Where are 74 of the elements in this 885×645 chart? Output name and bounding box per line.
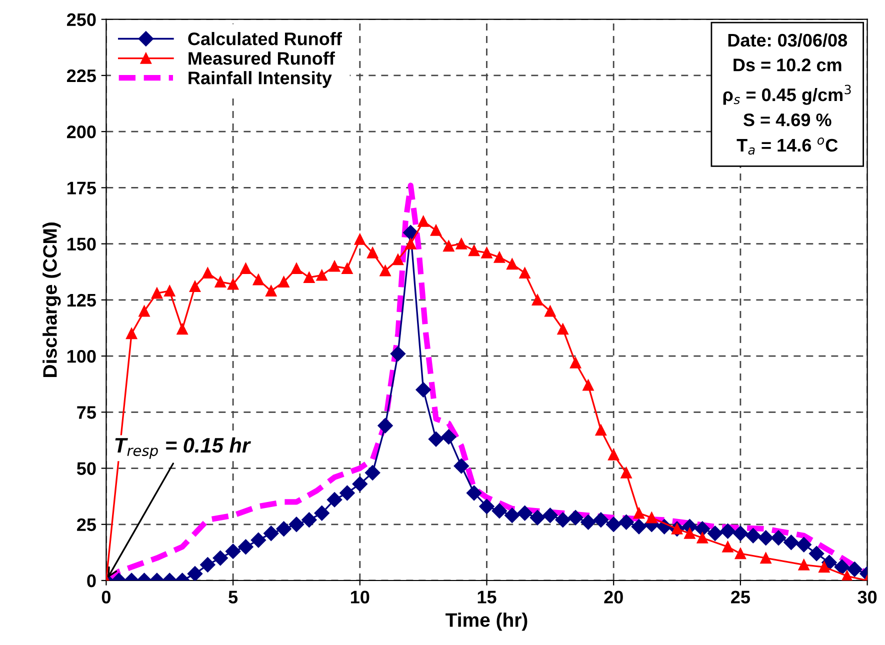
point: [367, 247, 378, 258]
x-tick-label: 0: [102, 590, 110, 604]
point: [582, 380, 594, 391]
x-axis-title: Time (hr): [446, 612, 528, 631]
point: [176, 324, 188, 335]
point: [151, 288, 162, 299]
point: [608, 449, 620, 460]
y-tick-label: 100: [67, 350, 96, 363]
y-tick-label: 150: [67, 238, 96, 251]
y-tick-label: 25: [77, 518, 96, 532]
point: [734, 548, 746, 560]
y-tick-label: 225: [66, 69, 96, 82]
point: [214, 276, 226, 288]
point: [841, 570, 853, 580]
point: [354, 234, 366, 245]
point: [494, 252, 505, 263]
point: [405, 238, 416, 250]
x-tick-label: 5: [228, 590, 238, 604]
point: [290, 262, 302, 274]
y-tick-label: 0: [87, 574, 96, 588]
point: [304, 272, 315, 284]
point: [519, 267, 530, 279]
point: [138, 306, 150, 317]
x-tick-label: 25: [731, 590, 750, 604]
point: [202, 267, 214, 279]
point: [570, 357, 582, 368]
point: [760, 552, 772, 564]
point: [633, 508, 645, 519]
point: [481, 247, 492, 258]
point: [506, 258, 518, 270]
point: [544, 306, 556, 317]
y-tick-label: 200: [66, 126, 96, 138]
point: [278, 276, 290, 288]
point: [418, 216, 429, 227]
point: [456, 238, 467, 250]
y-tick-label: 125: [67, 294, 96, 307]
point: [595, 424, 606, 436]
point: [342, 262, 353, 274]
point: [532, 294, 544, 306]
point: [798, 559, 810, 570]
point: [468, 244, 480, 256]
y-axis-title: Discharge (CCM): [42, 222, 61, 377]
point: [126, 328, 138, 340]
y-tick-label: 250: [66, 13, 96, 26]
point: [696, 532, 708, 544]
point: [164, 285, 176, 297]
point: [684, 528, 696, 539]
point: [620, 467, 632, 478]
point: [328, 260, 340, 272]
x-tick-label: 30: [858, 590, 877, 604]
legend-label: Calculated Runoff: [188, 32, 342, 46]
point: [380, 265, 391, 276]
x-tick-label: 20: [604, 590, 623, 604]
point: [443, 240, 454, 252]
point: [240, 262, 252, 274]
point: [189, 280, 201, 292]
y-tick-label: 50: [76, 462, 96, 475]
point: [430, 224, 442, 236]
legend-label: Rainfall Intensity: [188, 71, 332, 88]
point: [557, 324, 568, 335]
point: [316, 270, 328, 281]
text: Date: 03/06/08 Ds = 10.2 cm ρ$_{s}$ = 0.45 g/cm$^{3}$ S = 4.69 % T$_{a}$ = 14.6 $^{o}$C: [723, 33, 851, 155]
point: [252, 274, 264, 286]
legend-label: Measured Runoff: [188, 52, 335, 65]
x-tick-label: 10: [350, 590, 370, 604]
point: [646, 512, 658, 524]
point: [392, 254, 404, 266]
point: [722, 541, 734, 552]
point: [227, 278, 239, 290]
point: [266, 285, 277, 297]
x-tick-label: 15: [478, 590, 496, 604]
y-tick-label: 175: [67, 182, 96, 194]
annotation: T$_{resp}$ = 0.15 hr: [115, 437, 251, 459]
y-tick-label: 75: [77, 406, 96, 419]
